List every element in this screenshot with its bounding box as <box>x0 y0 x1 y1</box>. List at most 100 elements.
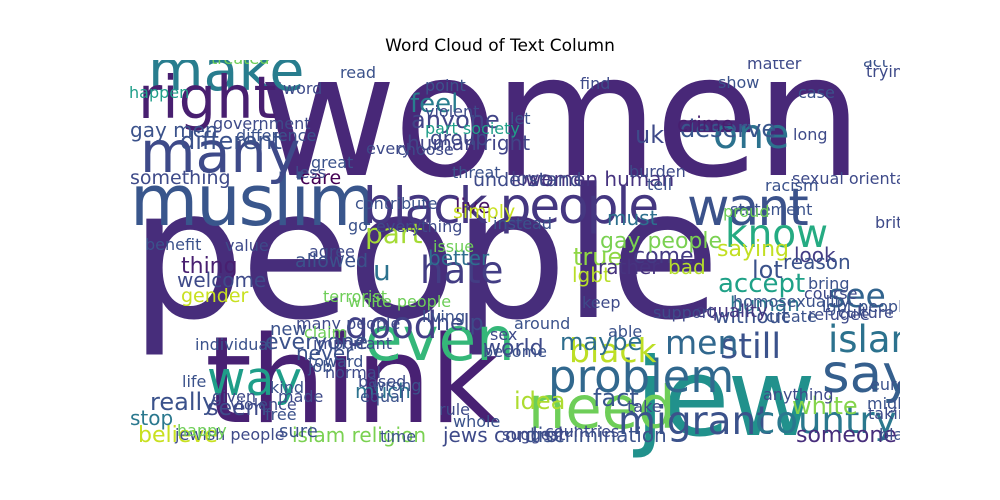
word-trying: trying <box>866 62 913 81</box>
word-make: make <box>148 38 305 104</box>
word-must: must <box>607 206 658 230</box>
word-case: case <box>798 83 835 102</box>
word-important: important <box>313 334 392 353</box>
word-government: government <box>213 114 311 133</box>
word-suggest: suggest <box>502 425 565 444</box>
word-many-people: many people <box>296 314 400 333</box>
word-job: job <box>307 357 332 376</box>
word-allowed: allowed <box>295 250 368 272</box>
word-whole: whole <box>453 412 500 431</box>
word-way: way <box>207 352 302 407</box>
word-better: better <box>428 246 490 270</box>
word-equality: equality <box>695 301 768 322</box>
word-based: based <box>358 372 406 391</box>
word-come: come <box>633 244 694 269</box>
word-saying: saying <box>717 237 789 262</box>
word-migrant: migrant <box>618 399 772 444</box>
word-every: every <box>366 139 411 158</box>
word-matter: matter <box>747 54 802 73</box>
word-problem: problem <box>548 350 734 403</box>
word-say: say <box>822 344 913 405</box>
word-kind: kind <box>270 378 304 397</box>
word-fact: fact <box>593 384 639 412</box>
word-difference: difference <box>236 126 316 145</box>
word-stop: stop <box>130 406 173 430</box>
word-great: great <box>311 153 353 172</box>
word-taking: taking <box>868 404 918 423</box>
word-around: around <box>514 314 570 333</box>
word-care: care <box>300 167 341 189</box>
chart-title: Word Cloud of Text Column <box>385 36 615 56</box>
word-white: white <box>792 392 858 420</box>
word-one: one <box>713 110 789 158</box>
word-course: course <box>804 284 857 303</box>
word-refugee: refugee <box>808 305 870 324</box>
word-bring: bring <box>808 274 849 293</box>
word-right: right <box>138 63 277 132</box>
word-given: given <box>212 387 256 406</box>
word-tell: tell <box>647 175 672 194</box>
word-many: many <box>140 120 300 186</box>
word-idea: idea <box>514 387 565 415</box>
word-contribute: contribute <box>355 194 437 213</box>
word-everyone: everyone <box>265 330 368 355</box>
word-human-right: human right <box>407 131 530 155</box>
word-hate: hate <box>420 249 503 292</box>
word-agree: agree <box>309 242 355 261</box>
word-let: let <box>510 109 531 128</box>
word-instead: instead <box>493 214 552 233</box>
word-simply: simply <box>453 201 515 223</box>
word-support: support <box>653 303 714 322</box>
word-individual: individual <box>195 335 273 354</box>
word-less: less <box>295 163 326 182</box>
word-wrong: wrong <box>372 376 421 395</box>
word-gay-men: gay men <box>130 118 218 142</box>
word-bad: bad <box>668 255 706 279</box>
word-muslim: muslim <box>130 160 374 242</box>
word-women: women <box>258 18 859 216</box>
word-world: world <box>483 336 544 361</box>
word-toward: toward <box>308 352 363 371</box>
word-help: help <box>436 311 484 336</box>
word-women-human: women human <box>525 167 674 191</box>
word-something: something <box>130 167 231 189</box>
word-act: act <box>863 52 888 71</box>
word-human: human <box>730 292 800 316</box>
word-threat: threat <box>452 163 501 182</box>
word-everything: everything <box>376 217 462 236</box>
word-become: become <box>483 342 547 361</box>
word-word: word <box>283 79 322 98</box>
word-benefit: benefit <box>145 235 201 254</box>
word-crime: crime <box>677 112 734 136</box>
word-think: think <box>205 312 500 451</box>
word-made: made <box>278 387 323 406</box>
word-islam-religion: islam religion <box>292 423 426 447</box>
word-take: take <box>627 397 662 416</box>
word-terrorist: terrorist <box>323 287 387 306</box>
word-much: much <box>355 379 411 403</box>
word-europe: europe <box>870 375 926 394</box>
word-burden: burden <box>629 162 686 181</box>
word-rather: rather <box>598 255 660 279</box>
word-racism: racism <box>765 176 819 195</box>
word-living: living <box>422 307 465 326</box>
word-see: see <box>828 276 886 315</box>
word-free: free <box>265 405 297 424</box>
word-time: time <box>380 427 416 446</box>
word-happen: happen <box>129 83 189 102</box>
word-know: know <box>725 212 828 257</box>
word-feel: feel <box>410 89 458 119</box>
word-blame: blame <box>879 425 929 444</box>
word-proud: proud <box>723 202 769 221</box>
word-part-society: part society <box>425 119 520 138</box>
word-gender: gender <box>181 285 249 307</box>
word-without: without <box>714 304 789 328</box>
word-true: true <box>573 243 622 271</box>
word-accept: accept <box>718 269 805 299</box>
word-men: men <box>665 323 738 362</box>
word-go: go <box>348 216 368 235</box>
word-seem: seem <box>207 396 267 421</box>
word-group: group <box>430 126 488 150</box>
word-happy: happy <box>177 421 227 440</box>
